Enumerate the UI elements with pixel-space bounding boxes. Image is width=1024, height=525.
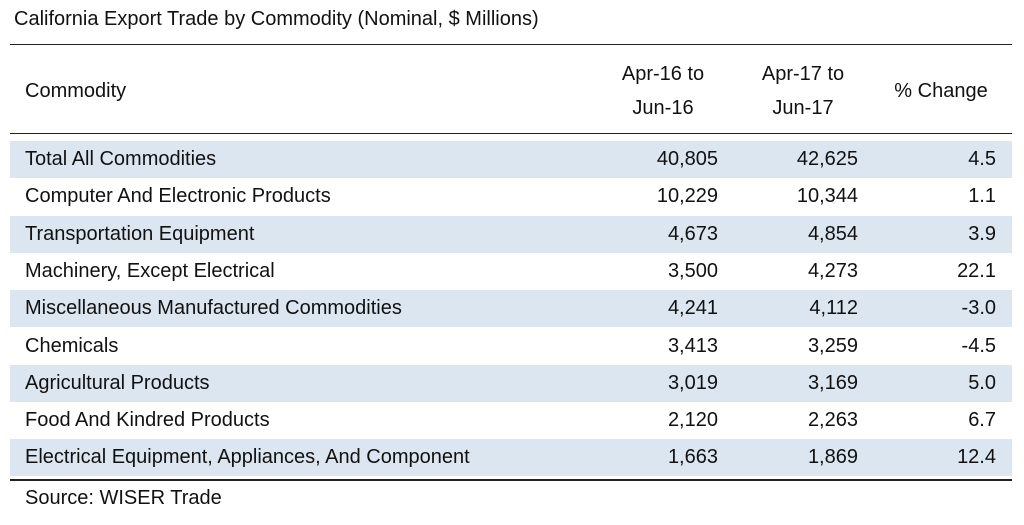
row-label: Computer And Electronic Products — [25, 185, 331, 208]
row-value: 12.4 — [957, 446, 996, 469]
row-band — [10, 290, 1012, 328]
row-value: 4,273 — [807, 259, 858, 282]
title-rule — [10, 44, 1012, 45]
row-label: Miscellaneous Manufactured Commodities — [25, 297, 402, 320]
row-value: 6.7 — [968, 409, 996, 432]
row-label: Total All Commodities — [25, 148, 217, 170]
bottom-rule — [10, 479, 1012, 481]
row-label: Transportation Equipment — [25, 222, 255, 245]
row-value: 3.9 — [968, 222, 996, 245]
row-label: Electrical Equipment, Appliances, And Co… — [25, 446, 470, 469]
row-value: 5.0 — [968, 371, 996, 394]
row-value: 4,241 — [667, 297, 718, 320]
header-cell: Apr-17 to Jun-17 — [761, 63, 845, 119]
row-value: 40,805 — [656, 148, 718, 170]
row-band — [10, 141, 1012, 178]
row-label: Food And Kindred Products — [25, 409, 270, 432]
row-value: 4,854 — [807, 222, 858, 245]
row-value: 1.1 — [968, 185, 996, 208]
row-value: 4,112 — [809, 297, 858, 320]
row-value: 4,673 — [667, 222, 718, 245]
row-band — [10, 215, 1012, 253]
row-value: 10,229 — [656, 185, 718, 208]
source: Source: WISER Trade — [25, 487, 222, 509]
row-band — [10, 439, 1012, 477]
row-value: 4.5 — [968, 148, 996, 170]
row-value: 1,869 — [807, 446, 858, 469]
row-value: 3,169 — [807, 371, 858, 394]
header-cell: % Change — [894, 80, 988, 102]
row-label: Chemicals — [25, 334, 119, 357]
row-value: 2,263 — [807, 409, 858, 432]
header-cell: Apr-16 to Jun-16 — [621, 63, 705, 119]
row-value: -4.5 — [961, 334, 996, 357]
row-value: 2,120 — [667, 409, 718, 432]
header-rule — [10, 133, 1012, 134]
row-label: Agricultural Products — [25, 371, 210, 394]
row-value: 1,663 — [667, 446, 718, 469]
row-value: 3,019 — [667, 371, 718, 394]
row-value: 42,625 — [796, 148, 858, 170]
header-cell: Commodity — [25, 80, 127, 102]
row-band — [10, 364, 1012, 402]
row-value: 3,259 — [807, 334, 858, 357]
row-label: Machinery, Except Electrical — [25, 259, 275, 282]
row-value: 10,344 — [796, 185, 858, 208]
row-value: 22.1 — [957, 259, 996, 282]
row-value: -3.0 — [961, 297, 996, 320]
row-value: 3,500 — [667, 259, 718, 282]
title: California Export Trade by Commodity (No… — [14, 8, 539, 30]
row-value: 3,413 — [667, 334, 718, 357]
